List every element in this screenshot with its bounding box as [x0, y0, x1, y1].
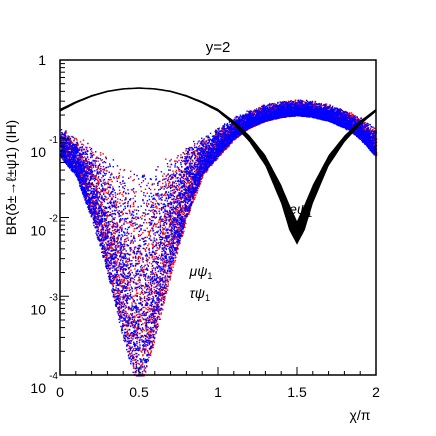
y-tick-exponent: -4: [49, 371, 58, 382]
y-tick-label: 10: [30, 144, 46, 160]
scatter-bands: [60, 87, 378, 377]
x-axis-label: χ/π: [350, 407, 371, 423]
chart-title: y=2: [206, 39, 231, 56]
series-label: μψ1: [189, 263, 213, 281]
x-tick-label: 1: [214, 384, 222, 400]
y-axis-label: BR(δ±→ℓ±ψ1) (IH): [3, 120, 19, 235]
x-tick-label: 0: [56, 384, 64, 400]
y-tick-exponent: -1: [49, 135, 58, 146]
y-tick-label: 1: [38, 52, 46, 68]
y-tick-exponent: -3: [49, 292, 58, 303]
series-label: τψ1: [190, 285, 210, 303]
series-tau-points: [60, 99, 377, 377]
x-ticks: 0 0.5 1 1.5 2: [56, 367, 380, 400]
x-tick-label: 1.5: [287, 384, 307, 400]
series-labels: eψ1 μψ1 τψ1: [189, 201, 313, 303]
y-tick-label: 10: [30, 380, 46, 396]
y-ticks: 110-110-210-310-4: [30, 52, 69, 396]
x-tick-label: 2: [372, 384, 380, 400]
x-tick-label: 0.5: [129, 384, 149, 400]
y-tick-label: 10: [30, 301, 46, 317]
series-label: eψ1: [289, 201, 312, 219]
y-tick-label: 10: [30, 223, 46, 239]
y-tick-exponent: -2: [49, 214, 58, 225]
